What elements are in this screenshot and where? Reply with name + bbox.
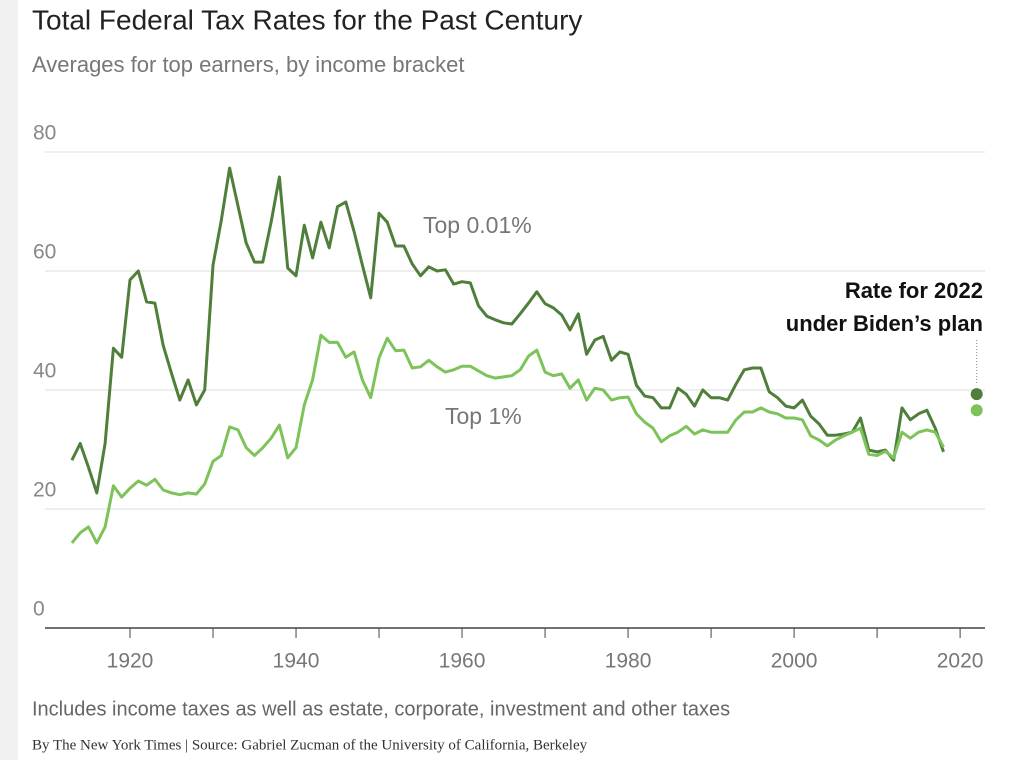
x-tick-label: 1960: [439, 650, 486, 673]
y-tick-label: 60: [33, 241, 56, 264]
series-label: Top 0.01%: [423, 212, 532, 238]
chart-note: Includes income taxes as well as estate,…: [32, 698, 730, 720]
annotation-text: Rate for 2022: [845, 278, 983, 303]
series-label: Top 1%: [445, 403, 522, 429]
x-tick-label: 2000: [771, 650, 818, 673]
y-tick-label: 80: [33, 122, 56, 145]
chart-source: By The New York Times | Source: Gabriel …: [32, 737, 588, 753]
y-tick-label: 40: [33, 360, 56, 383]
x-tick-label: 1980: [605, 650, 652, 673]
x-tick-label: 1940: [273, 650, 320, 673]
chart-title: Total Federal Tax Rates for the Past Cen…: [32, 4, 582, 35]
annotation-point: [970, 388, 983, 401]
series-line: [70, 333, 945, 545]
annotation-text: under Biden’s plan: [786, 311, 983, 336]
y-tick-label: 0: [33, 598, 45, 621]
y-tick-label: 20: [33, 479, 56, 502]
x-tick-label: 1920: [107, 650, 154, 673]
series-line: [70, 166, 945, 495]
x-tick-label: 2020: [937, 650, 984, 673]
chart-subtitle: Averages for top earners, by income brac…: [32, 52, 464, 77]
annotation-point: [970, 404, 983, 417]
side-strip: [0, 0, 18, 760]
